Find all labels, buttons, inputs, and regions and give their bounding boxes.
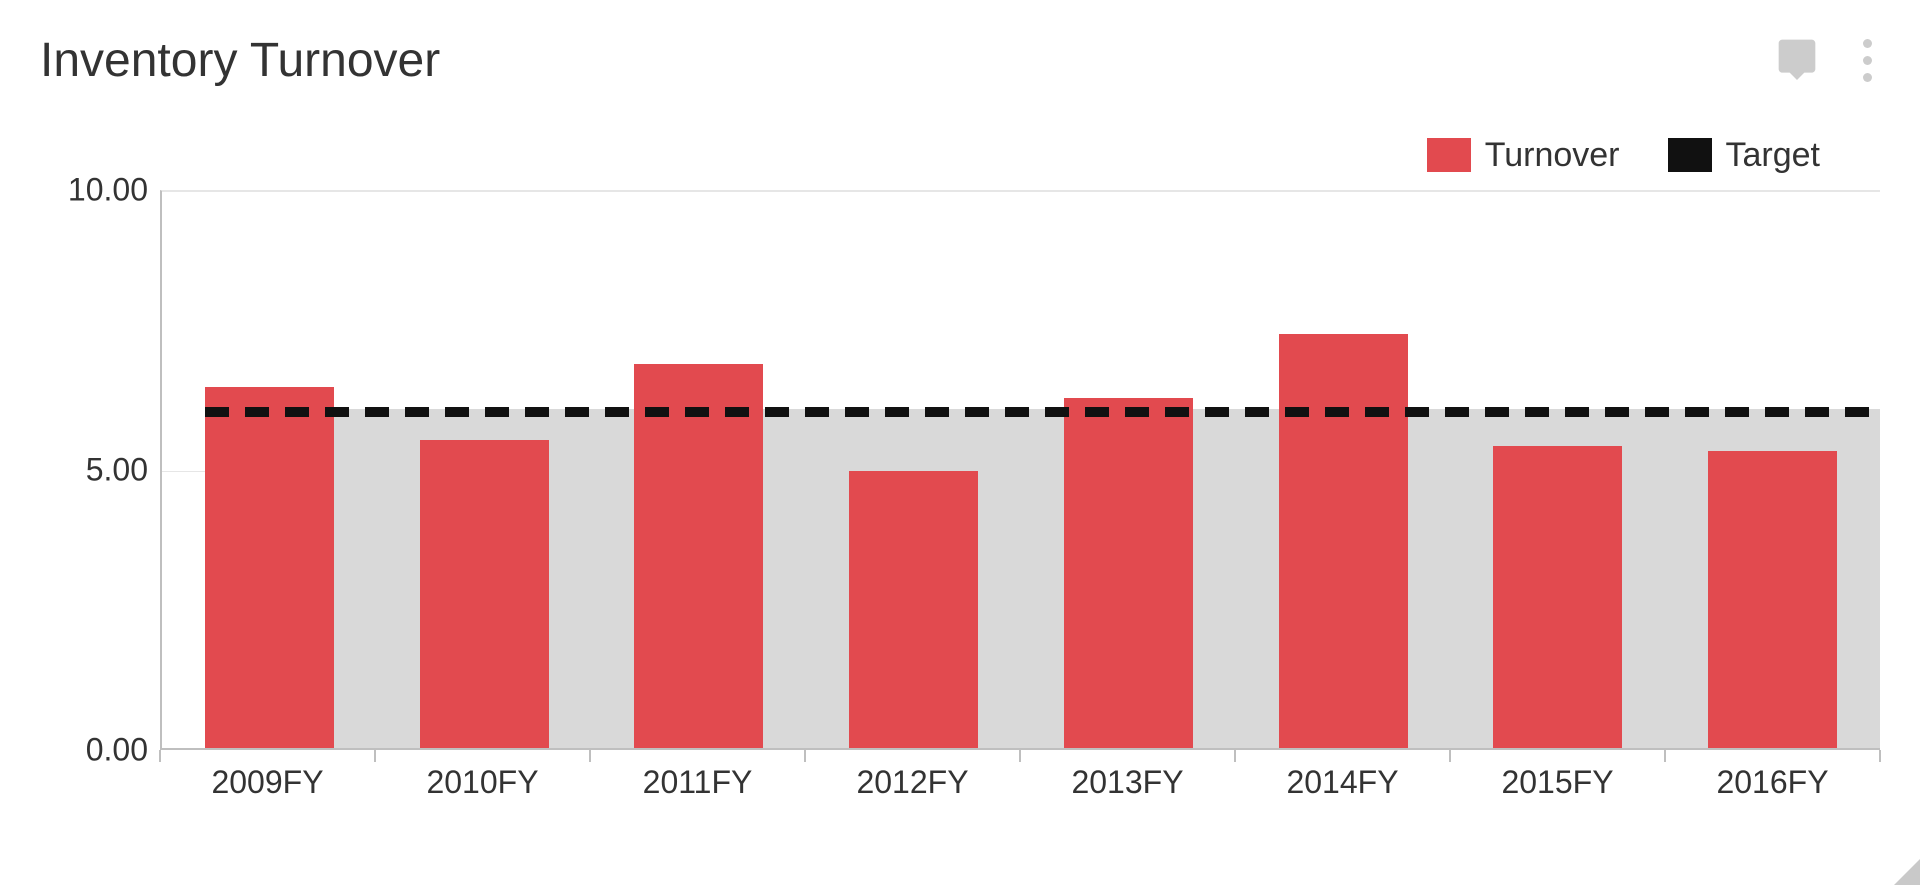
x-tick-label: 2015FY [1501, 764, 1613, 801]
legend-swatch [1427, 138, 1471, 172]
y-tick-label: 10.00 [68, 172, 148, 209]
chart-area: 0.005.0010.00 2009FY2010FY2011FY2012FY20… [40, 190, 1880, 810]
x-tick-label: 2012FY [856, 764, 968, 801]
x-tick-mark [159, 750, 161, 762]
x-tick-label: 2013FY [1071, 764, 1183, 801]
chart-legend: Turnover Target [40, 130, 1880, 180]
x-tick-label: 2014FY [1286, 764, 1398, 801]
comment-icon[interactable] [1775, 36, 1819, 85]
legend-label: Target [1726, 136, 1821, 175]
gridline [162, 191, 1880, 192]
x-tick-mark [589, 750, 591, 762]
legend-item-target[interactable]: Target [1668, 136, 1821, 175]
x-tick-mark [1019, 750, 1021, 762]
chart-widget: Inventory Turnover Turnover Target 0.005… [0, 0, 1920, 885]
menu-dots-icon[interactable] [1855, 35, 1880, 86]
x-tick-mark [1449, 750, 1451, 762]
x-tick-mark [1234, 750, 1236, 762]
bar[interactable] [205, 387, 334, 748]
legend-swatch [1668, 138, 1712, 172]
bar[interactable] [634, 364, 763, 748]
bar[interactable] [1064, 398, 1193, 748]
y-tick-label: 0.00 [86, 732, 148, 769]
widget-title: Inventory Turnover [40, 33, 440, 88]
x-tick-mark [1664, 750, 1666, 762]
y-axis: 0.005.0010.00 [40, 190, 160, 750]
x-tick-mark [804, 750, 806, 762]
bar[interactable] [1279, 334, 1408, 748]
x-tick-mark [374, 750, 376, 762]
bar[interactable] [420, 440, 549, 748]
plot [160, 190, 1880, 750]
y-tick-label: 5.00 [86, 452, 148, 489]
x-tick-label: 2010FY [426, 764, 538, 801]
x-tick-label: 2009FY [211, 764, 323, 801]
legend-label: Turnover [1485, 136, 1620, 175]
bar[interactable] [849, 471, 978, 748]
resize-handle-icon[interactable] [1894, 859, 1920, 885]
widget-header: Inventory Turnover [40, 20, 1880, 100]
legend-item-turnover[interactable]: Turnover [1427, 136, 1620, 175]
x-axis: 2009FY 2010FY 2011FY 2012FY 2013FY 2014FY 2015… [160, 750, 1880, 810]
x-tick-label: 2011FY [643, 764, 753, 801]
x-tick-mark [1879, 750, 1881, 762]
bar[interactable] [1708, 451, 1837, 748]
plot-wrap [160, 190, 1880, 750]
x-tick-label: 2016FY [1716, 764, 1828, 801]
header-actions [1775, 35, 1880, 86]
bar[interactable] [1493, 446, 1622, 748]
